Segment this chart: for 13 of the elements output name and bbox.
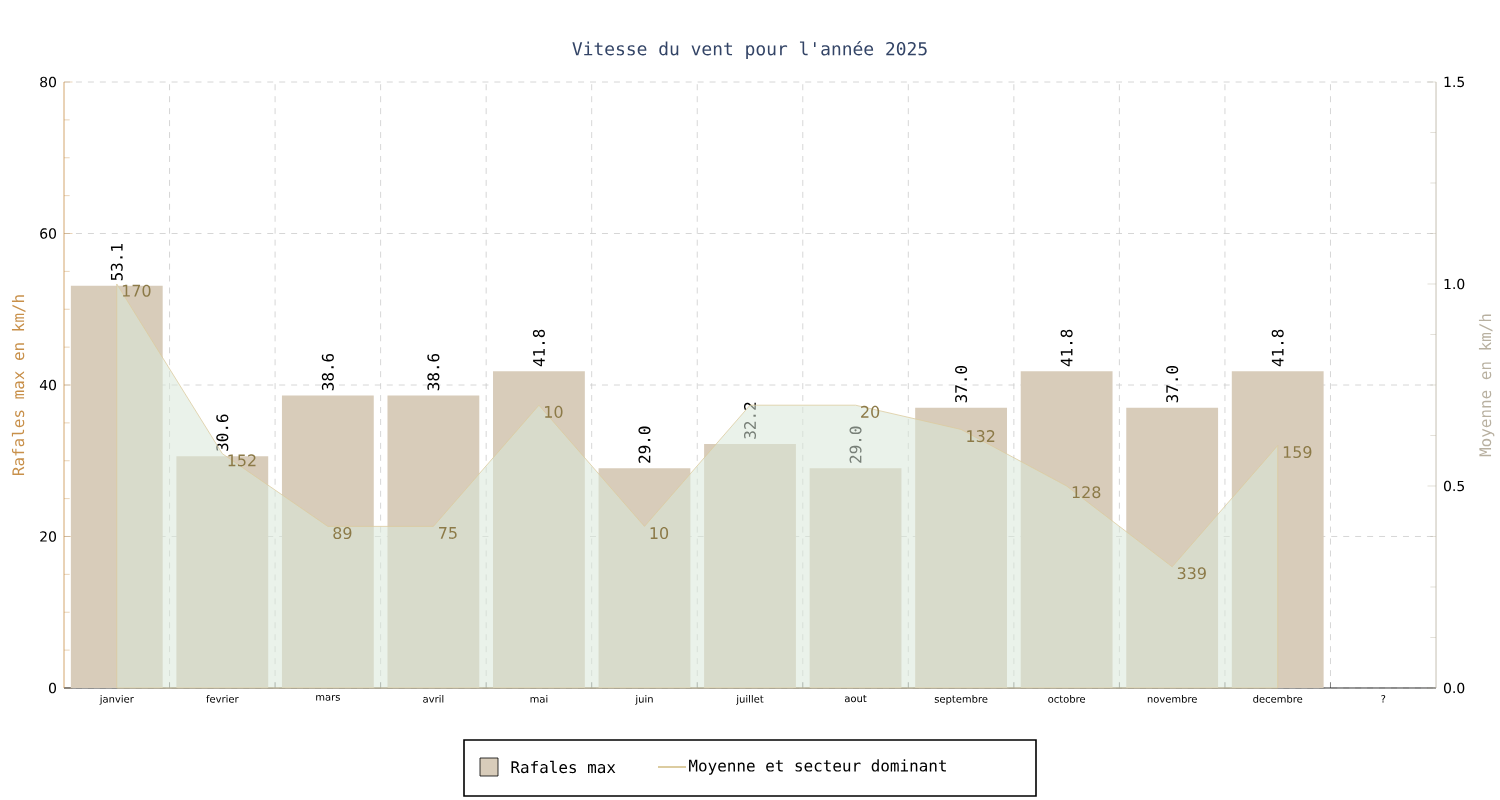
bar	[1231, 371, 1324, 688]
bar	[281, 395, 374, 688]
bar	[704, 444, 796, 688]
bar	[1020, 371, 1113, 688]
bar	[70, 285, 163, 688]
bar	[176, 456, 269, 688]
bar	[493, 371, 585, 688]
bar	[915, 407, 1007, 688]
bar	[598, 468, 691, 688]
bar	[809, 468, 902, 688]
bar	[387, 395, 480, 688]
chart-title: Vitesse du vent pour l'année 2025	[572, 40, 927, 59]
bar	[1126, 407, 1219, 688]
